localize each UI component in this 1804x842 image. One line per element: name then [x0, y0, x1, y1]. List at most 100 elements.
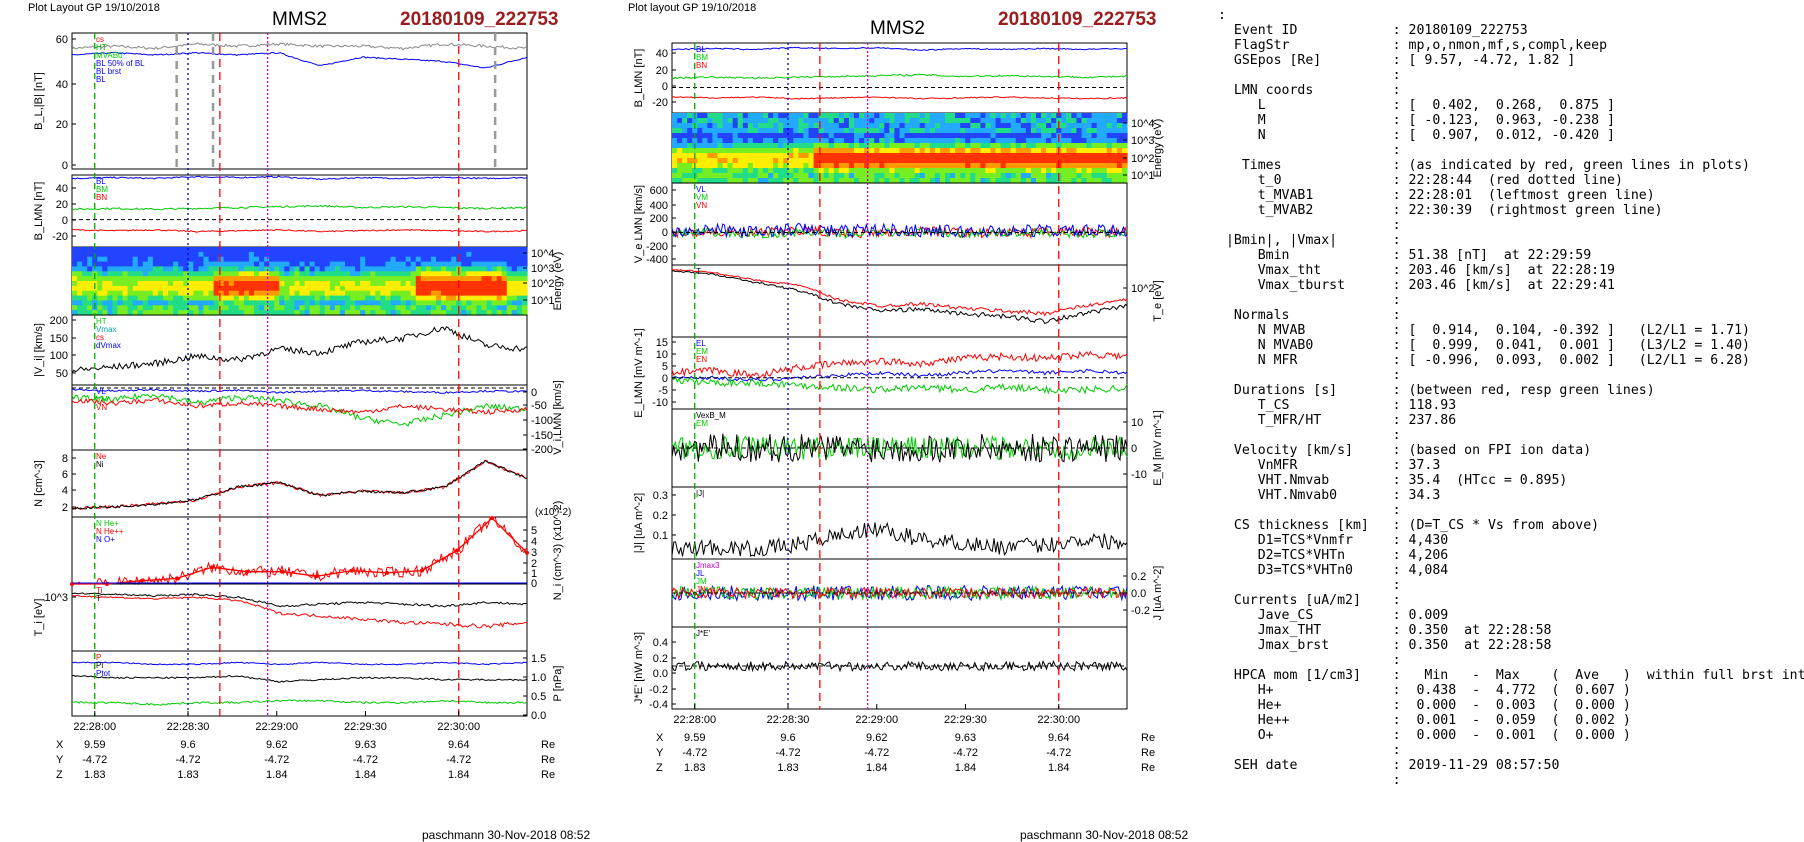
heatmap-cell — [717, 178, 724, 184]
heatmap-cell — [228, 290, 235, 297]
heatmap-cell — [117, 271, 124, 277]
heatmap-cell — [137, 310, 144, 316]
heatmap-cell — [803, 123, 810, 129]
heatmap-cell — [410, 256, 417, 263]
heatmap-cell — [889, 163, 896, 169]
heatmap-cell — [193, 300, 199, 306]
heatmap-cell — [939, 113, 946, 119]
heatmap-cell — [496, 276, 503, 282]
heatmap-cell — [1000, 148, 1007, 154]
heatmap-cell — [950, 163, 956, 169]
heatmap-cell — [314, 281, 321, 287]
heatmap-cell — [178, 305, 184, 311]
heatmap-cell — [995, 148, 1002, 154]
heatmap-cell — [924, 163, 931, 169]
heatmap-cell — [945, 158, 951, 164]
heatmap-cell — [203, 290, 210, 297]
heatmap-cell — [1121, 178, 1128, 184]
heatmap-cell — [147, 266, 154, 272]
heatmap-cell — [107, 300, 114, 306]
heatmap-cell — [238, 300, 245, 306]
heatmap-cell — [203, 276, 210, 282]
heatmap-cell — [945, 178, 951, 184]
heatmap-cell — [294, 256, 301, 263]
heatmap-cell — [1000, 118, 1007, 124]
heatmap-cell — [1056, 168, 1062, 174]
pos-row-value: -4.72 — [175, 754, 200, 766]
heatmap-cell — [420, 285, 427, 292]
series-line-2 — [671, 96, 1128, 100]
heatmap-cell — [410, 276, 417, 282]
heatmap-cell — [264, 290, 270, 297]
heatmap-cell — [712, 118, 719, 124]
heatmap-cell — [441, 281, 447, 287]
heatmap-cell — [339, 271, 346, 277]
heatmap-cell — [491, 251, 498, 258]
heatmap-cell — [889, 153, 896, 159]
heatmap-cell — [950, 168, 956, 174]
heatmap-cell — [1081, 123, 1088, 129]
heatmap-cell — [254, 276, 260, 282]
heatmap-cell — [506, 281, 513, 287]
heatmap-cell — [1121, 118, 1128, 124]
heatmap-cell — [102, 285, 108, 292]
heatmap-cell — [793, 133, 799, 139]
legend-entry: BL 50% of BL — [96, 59, 145, 68]
heatmap-cell — [238, 310, 245, 316]
heatmap-cell — [415, 310, 422, 316]
heatmap-cell — [77, 261, 83, 268]
heatmap-cell — [702, 143, 708, 149]
heatmap-cell — [122, 271, 129, 277]
heatmap-cell — [334, 266, 341, 272]
y-tick-label: 600 — [650, 185, 668, 197]
heatmap-cell — [843, 158, 850, 164]
series-line-Ti — [71, 594, 528, 629]
heatmap-cell — [757, 113, 764, 119]
legend-entry: BL — [96, 75, 106, 84]
heatmap-cell — [360, 281, 366, 287]
heatmap-cell — [1041, 118, 1047, 124]
heatmap-cell — [1025, 148, 1032, 154]
heatmap-cell — [945, 128, 951, 134]
heatmap-cell — [1101, 123, 1108, 129]
heatmap-cell — [757, 143, 764, 149]
heatmap-cell — [451, 271, 457, 277]
heatmap-cell — [818, 173, 825, 179]
heatmap-cell — [107, 285, 114, 292]
heatmap-cell — [803, 143, 810, 149]
heatmap-cell — [732, 133, 739, 139]
heatmap-cell — [1086, 153, 1093, 159]
heatmap-cell — [1010, 158, 1017, 164]
heatmap-cell — [254, 256, 260, 263]
heatmap-cell — [289, 247, 296, 253]
heatmap-cell — [702, 168, 708, 174]
heatmap-cell — [783, 178, 789, 184]
heatmap-cell — [1020, 128, 1027, 134]
y-axis-label: B_LMN [nT] — [633, 49, 645, 108]
heatmap-cell — [742, 158, 749, 164]
heatmap-cell — [481, 266, 488, 272]
heatmap-cell — [122, 310, 129, 316]
heatmap-cell — [757, 168, 764, 174]
heatmap-cell — [193, 290, 199, 297]
legend-entry: HT — [96, 43, 107, 52]
heatmap-cell — [183, 271, 189, 277]
heatmap-cell — [752, 138, 759, 144]
heatmap-cell — [122, 290, 129, 297]
heatmap-cell — [939, 148, 946, 154]
pos-row-value: 9.64 — [448, 739, 469, 751]
heatmap-cell — [752, 153, 759, 159]
summary-line: t_0 : 22:28:44 (red dotted line) — [1218, 173, 1623, 188]
y-tick-label: 0.2 — [653, 653, 668, 665]
heatmap-cell — [778, 168, 784, 174]
heatmap-cell — [879, 148, 885, 154]
heatmap-cell — [924, 148, 931, 154]
panel-frame — [671, 486, 1128, 560]
heatmap-cell — [828, 178, 835, 184]
heatmap-cell — [309, 281, 316, 287]
heatmap-cell — [727, 138, 734, 144]
heatmap-cell — [329, 310, 336, 316]
heatmap-cell — [833, 113, 840, 119]
heatmap-cell — [757, 123, 764, 129]
heatmap-cell — [82, 256, 88, 263]
